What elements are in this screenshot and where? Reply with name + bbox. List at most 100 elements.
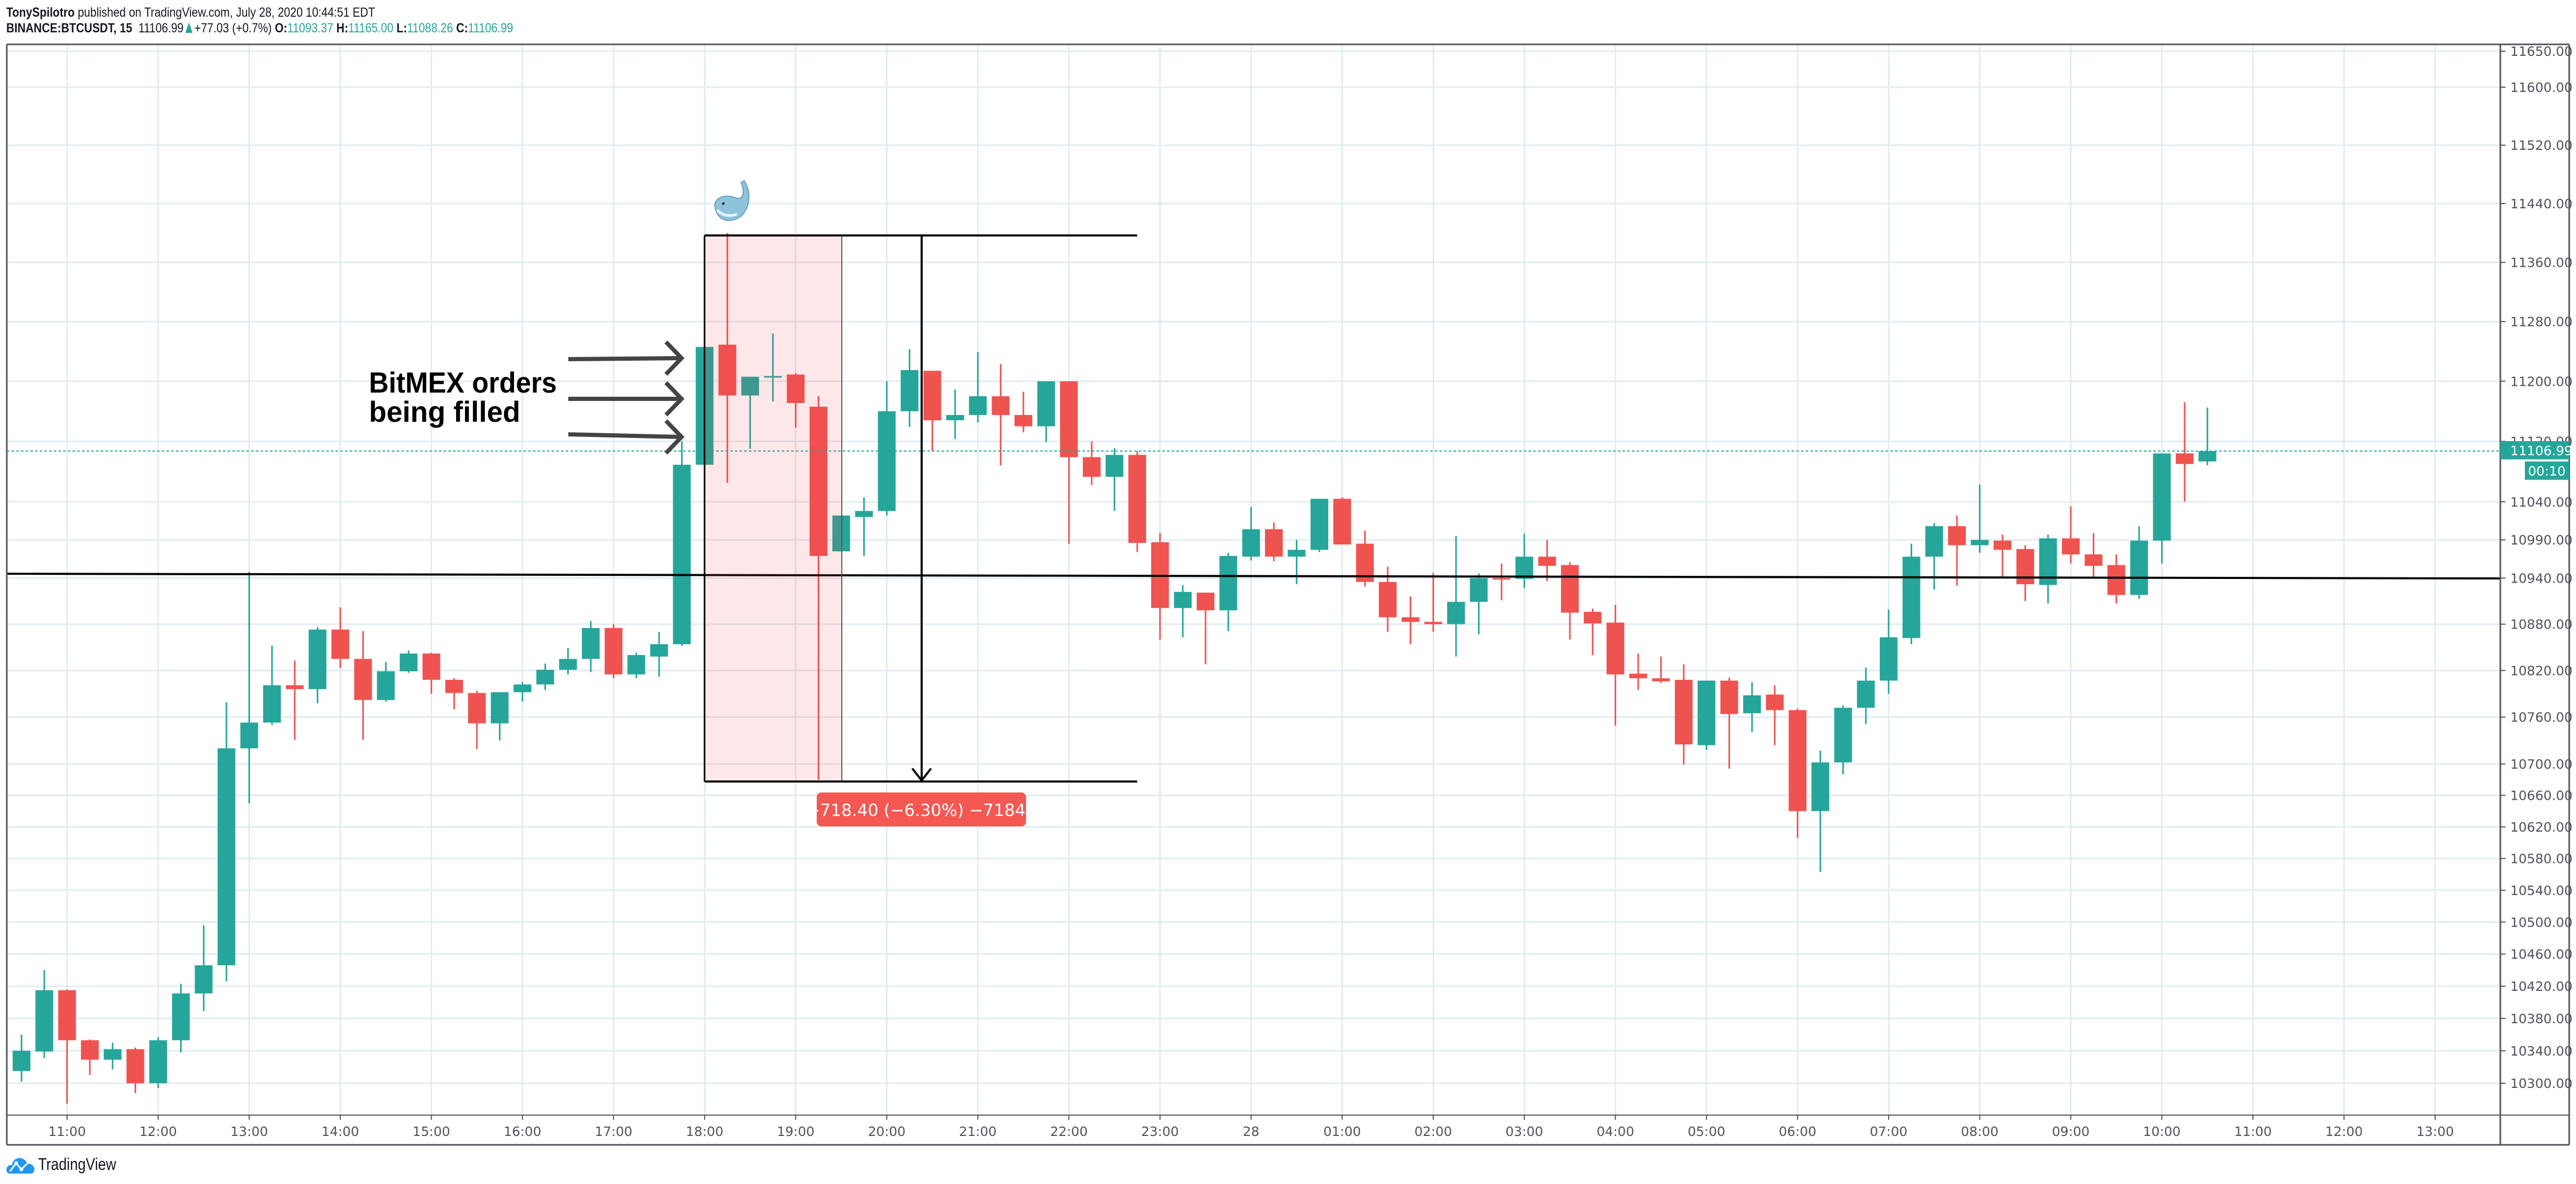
candle-up <box>35 970 53 1058</box>
candle-down <box>1629 653 1647 690</box>
candle-body <box>1037 381 1055 427</box>
candle-down <box>126 1047 145 1093</box>
candle-up <box>1515 534 1533 588</box>
candle-up <box>1447 536 1465 657</box>
measure-label: −718.40 (−6.30%) −71840 <box>806 800 1036 820</box>
candle-body <box>741 376 759 396</box>
candle-up <box>1242 507 1260 561</box>
candle-body <box>627 655 646 674</box>
annotation-arrows[interactable] <box>568 340 685 455</box>
candle-down <box>285 660 304 740</box>
candle-up <box>240 572 258 803</box>
candle-down <box>1720 677 1738 769</box>
candle-up <box>764 333 782 402</box>
candle-body <box>946 415 964 421</box>
candle-up <box>1310 499 1329 552</box>
candle-body <box>468 693 486 724</box>
low-value: 11088.26 <box>407 21 454 35</box>
candle-body <box>969 396 987 415</box>
candle-up <box>2039 534 2057 603</box>
price-tick-label: 11040.00 <box>2510 494 2572 510</box>
axes-frame <box>6 43 2570 1146</box>
candle-body <box>308 629 327 690</box>
candle-up <box>650 632 668 677</box>
candle-up <box>1105 448 1124 511</box>
price-tick-label: 10580.00 <box>2510 851 2572 866</box>
candle-up <box>1834 705 1852 774</box>
candle-body <box>514 684 532 692</box>
price-tick-label: 10940.00 <box>2510 571 2572 586</box>
candle-up <box>1879 609 1898 694</box>
candle-body <box>35 990 53 1052</box>
candle-down <box>1561 562 1579 640</box>
price-tick-label: 10760.00 <box>2510 710 2572 725</box>
candle-down <box>81 1039 99 1075</box>
candle-down <box>2016 545 2034 601</box>
candle-body <box>1424 622 1442 624</box>
time-tick-label: 06:00 <box>1779 1124 1816 1139</box>
measure-label-box <box>817 792 1026 826</box>
arrow-right-icon <box>568 419 685 455</box>
time-tick-label: 03:00 <box>1506 1124 1543 1139</box>
candle-down <box>923 371 941 452</box>
candle-down <box>2084 533 2103 577</box>
candle-body <box>195 965 213 993</box>
current-price-label: 11106.99 <box>2510 443 2572 458</box>
price-range-measure-tool[interactable]: −718.40 (−6.30%) −71840 <box>703 234 1137 826</box>
price-tick-label: 11200.00 <box>2510 374 2572 389</box>
candle-body <box>1060 381 1078 457</box>
grid-lines <box>7 44 2500 1115</box>
time-tick-label: 12:00 <box>2325 1124 2363 1139</box>
time-tick-label: 17:00 <box>595 1124 633 1139</box>
symbol-name: BINANCE:BTCUSDT, 15 <box>6 21 133 35</box>
open-label: O: <box>275 21 288 35</box>
price-tick-label: 10460.00 <box>2510 947 2572 962</box>
candle-body <box>172 993 190 1040</box>
candle-up <box>946 389 964 440</box>
time-axis[interactable]: 11:00 12:00 13:00 14:00 15:00 16:00 17:00 18:00… <box>48 1115 2454 1139</box>
candle-body <box>832 515 850 552</box>
whale-icon[interactable] <box>714 180 749 221</box>
candle-body <box>1105 455 1124 477</box>
time-tick-label: 15:00 <box>413 1124 450 1139</box>
candle-body <box>1743 695 1761 714</box>
candle-up <box>832 515 850 552</box>
candle-body <box>809 407 828 556</box>
price-tick-label: 11280.00 <box>2510 314 2572 329</box>
candle-body <box>240 723 258 749</box>
candle-body <box>718 345 736 396</box>
author-name[interactable]: TonySpilotro <box>6 5 75 20</box>
candle-down <box>809 396 828 780</box>
time-tick-label: 02:00 <box>1414 1124 1452 1139</box>
price-tick-label: 10660.00 <box>2510 788 2572 803</box>
price-axis[interactable]: 11650.00 11600.00 11520.00 11440.00 11360.00… <box>2500 44 2572 1091</box>
candle-up <box>149 1037 168 1088</box>
countdown-label: 00:10 <box>2528 464 2566 479</box>
candle-body <box>764 376 782 378</box>
publish-info: TonySpilotro published on TradingView.co… <box>6 5 375 20</box>
candle-body <box>1174 591 1192 608</box>
close-label: C: <box>456 21 468 35</box>
low-label: L: <box>396 21 408 35</box>
note-line-2: being filled <box>369 395 520 428</box>
candle-body <box>377 671 395 700</box>
note-line-1: BitMEX orders <box>369 366 557 399</box>
candle-body <box>1493 578 1511 580</box>
candle-up <box>2153 453 2171 564</box>
candle-body <box>1014 415 1032 427</box>
candle-down <box>1583 609 1602 655</box>
candle-body <box>2176 453 2194 464</box>
candle-body <box>354 659 372 700</box>
candle-up <box>741 376 759 449</box>
candle-down <box>604 624 623 679</box>
text-note[interactable]: BitMEX orders being filled <box>369 366 557 428</box>
time-tick-label: 08:00 <box>1961 1124 1998 1139</box>
candle-body <box>1082 457 1101 477</box>
horizontal-support-line[interactable] <box>6 573 2501 579</box>
candle-body <box>559 659 577 670</box>
candle-body <box>1766 694 1784 711</box>
candle-down <box>1493 563 1511 600</box>
tradingview-logo[interactable]: TradingView <box>6 1155 130 1174</box>
candle-body <box>900 370 919 411</box>
